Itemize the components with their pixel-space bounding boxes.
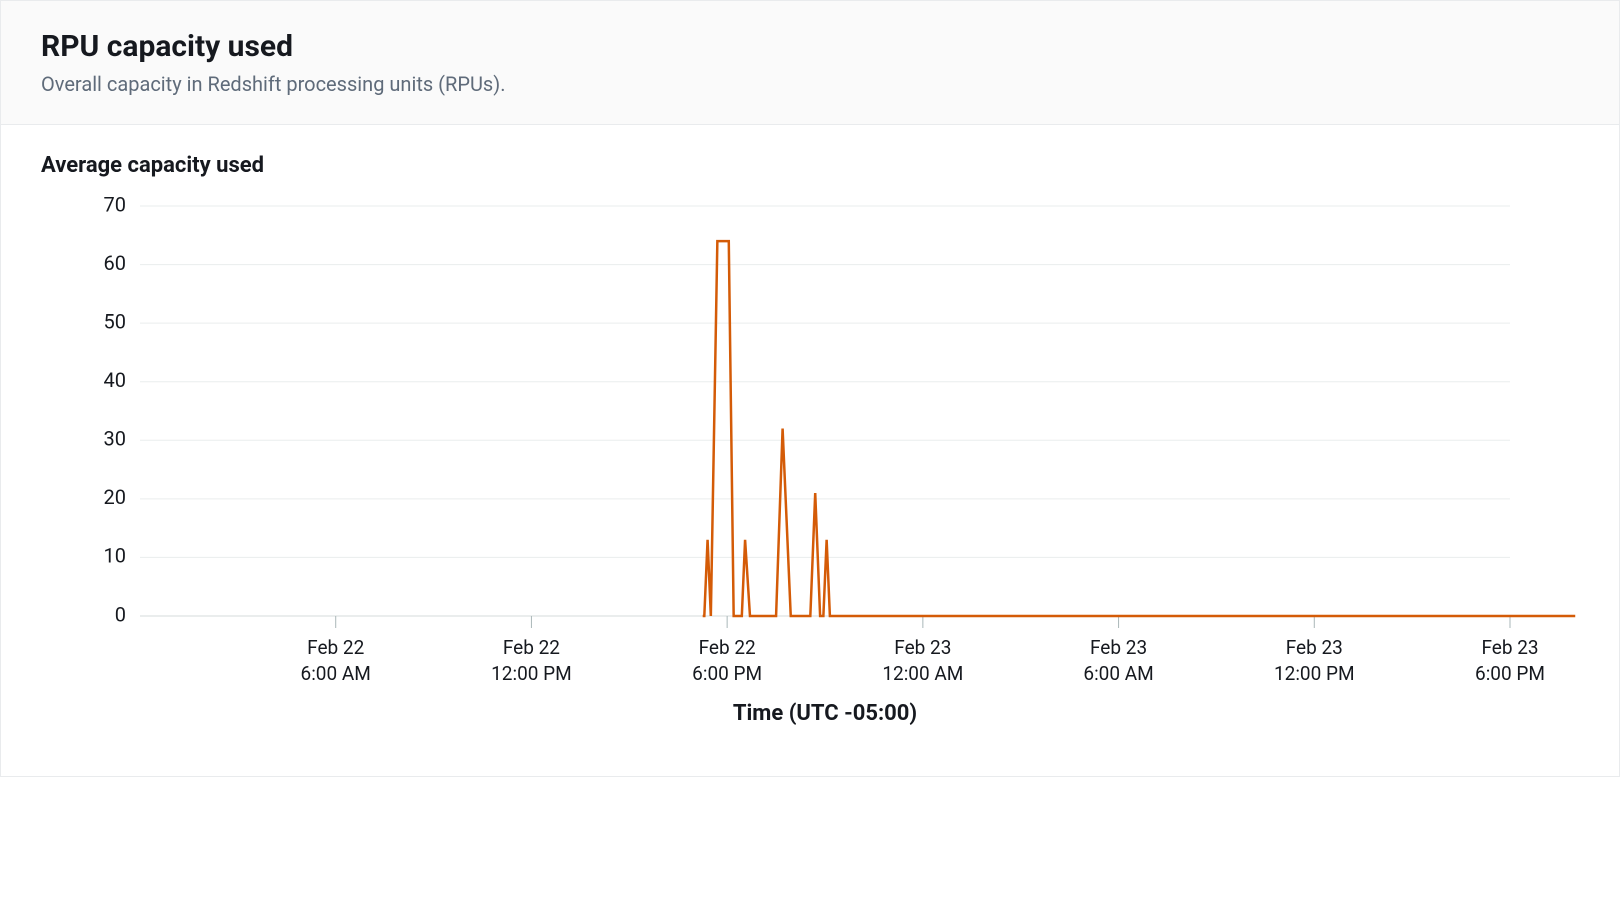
- panel-title: RPU capacity used: [41, 29, 1579, 64]
- x-tick-label-date: Feb 23: [894, 636, 951, 659]
- x-tick-label-time: 6:00 PM: [692, 662, 762, 685]
- capacity-series-line: [703, 241, 1576, 616]
- x-axis-title: Time (UTC -05:00): [733, 701, 917, 726]
- panel-subtitle: Overall capacity in Redshift processing …: [41, 72, 1579, 96]
- x-tick-label-date: Feb 23: [1090, 636, 1147, 659]
- chart-region: Average capacity used 0 10 20 30 40 50 60 70 Feb…: [1, 125, 1619, 776]
- y-tick-label: 70: [104, 196, 126, 216]
- x-tick-label-time: 6:00 AM: [301, 662, 371, 685]
- x-tick-label-date: Feb 23: [1481, 636, 1538, 659]
- panel-header: RPU capacity used Overall capacity in Re…: [1, 1, 1619, 125]
- capacity-chart: 0 10 20 30 40 50 60 70 Feb 22 6:00 AM Feb 22 12:00 …: [41, 196, 1579, 756]
- x-tick-label-date: Feb 22: [307, 636, 364, 659]
- y-tick-label: 20: [104, 485, 126, 509]
- y-tick-label: 10: [104, 544, 126, 568]
- x-tick-label-time: 12:00 AM: [882, 662, 963, 685]
- y-tick-label: 30: [104, 427, 126, 451]
- x-tick-label-date: Feb 23: [1286, 636, 1343, 659]
- x-tick-label-date: Feb 22: [503, 636, 560, 659]
- x-tick-label-time: 6:00 PM: [1475, 662, 1545, 685]
- y-tick-label: 60: [104, 251, 126, 275]
- y-tick-label: 40: [104, 368, 126, 392]
- x-tick-label-time: 12:00 PM: [1274, 662, 1355, 685]
- x-tick-label-time: 12:00 PM: [491, 662, 572, 685]
- x-tick-label-time: 6:00 AM: [1083, 662, 1153, 685]
- chart-title: Average capacity used: [41, 153, 1579, 178]
- x-tick-label-date: Feb 22: [699, 636, 756, 659]
- y-tick-label: 50: [104, 309, 126, 333]
- y-tick-label: 0: [115, 602, 126, 626]
- rpu-capacity-panel: RPU capacity used Overall capacity in Re…: [0, 0, 1620, 777]
